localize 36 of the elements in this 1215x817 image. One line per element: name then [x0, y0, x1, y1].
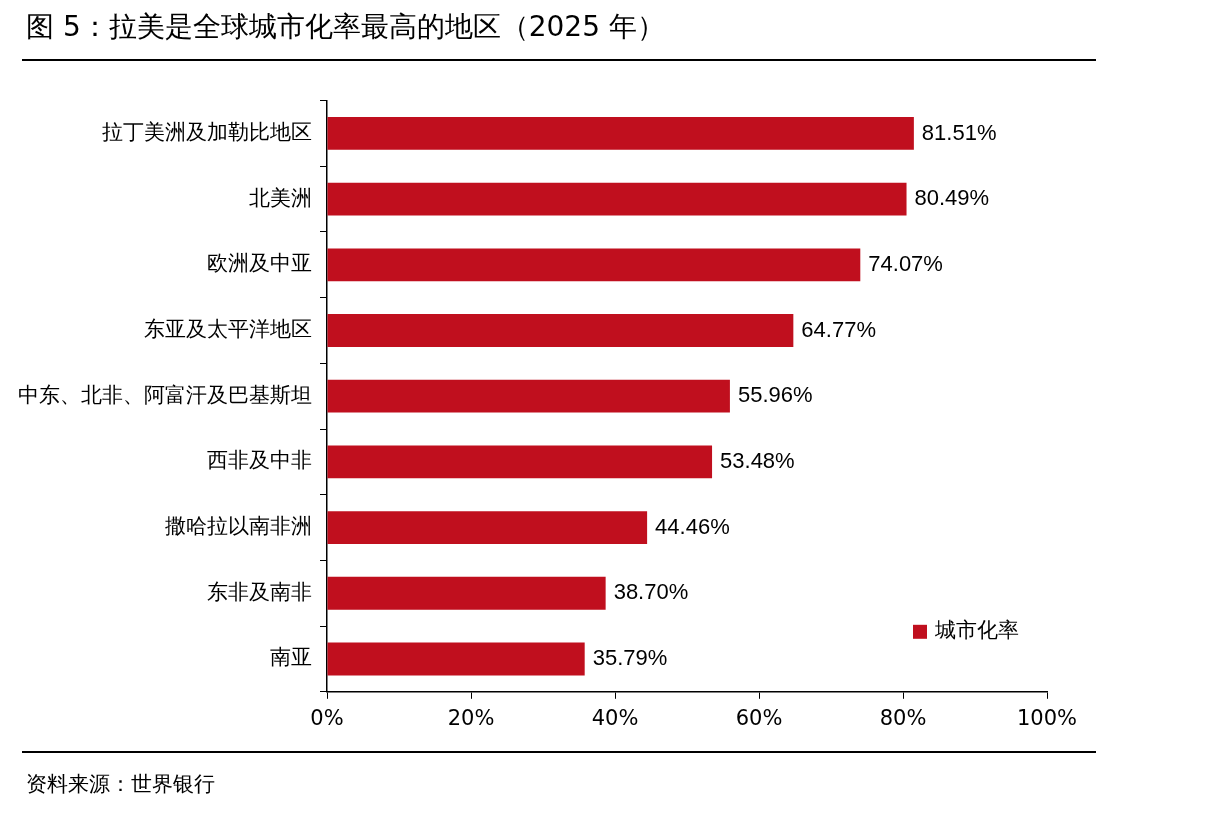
x-tick-label: 60% — [735, 705, 783, 730]
chart-title: 图 5：拉美是全球城市化率最高的地区（2025 年） — [26, 9, 665, 45]
y-tick-label: 欧洲及中亚 — [207, 251, 312, 276]
bar — [327, 314, 794, 347]
text: 资料来源：世界银行 — [26, 771, 215, 798]
data-label: 38.70% — [613, 579, 689, 605]
y-tick-label: 西非及中非 — [207, 448, 312, 473]
legend-label: 城市化率 — [934, 618, 1019, 643]
data-label: 80.49% — [914, 185, 990, 211]
data-label: 74.07% — [868, 250, 943, 276]
y-tick-label: 撒哈拉以南非洲 — [165, 514, 312, 539]
y-tick-label: 东非及南非 — [207, 579, 312, 604]
x-tick-label: 20% — [447, 705, 495, 730]
data-label: 35.79% — [592, 645, 668, 671]
data-label: 55.96% — [737, 382, 813, 408]
x-tick-label: 80% — [879, 705, 927, 730]
data-label: 64.77% — [801, 316, 876, 342]
bar — [327, 379, 730, 413]
x-tick-label: 0% — [310, 705, 344, 730]
bar — [327, 117, 914, 150]
bar — [327, 576, 606, 610]
bar — [327, 182, 907, 216]
y-tick-label: 拉丁美洲及加勒比地区 — [102, 119, 312, 144]
y-tick-label: 东亚及太平洋地区 — [144, 316, 312, 341]
x-tick-label: 100% — [1016, 705, 1078, 730]
data-label: 44.46% — [655, 513, 730, 539]
y-tick-label: 南亚 — [270, 645, 312, 670]
bar — [327, 248, 861, 282]
data-label: 81.51% — [921, 119, 997, 145]
bar — [327, 445, 713, 479]
bar — [327, 642, 585, 676]
bar — [327, 511, 648, 544]
y-tick-label: 中东、北非、阿富汗及巴基斯坦 — [18, 382, 312, 407]
y-tick-label: 北美洲 — [249, 185, 312, 210]
x-tick-label: 40% — [591, 705, 639, 730]
data-label: 53.48% — [720, 447, 795, 473]
